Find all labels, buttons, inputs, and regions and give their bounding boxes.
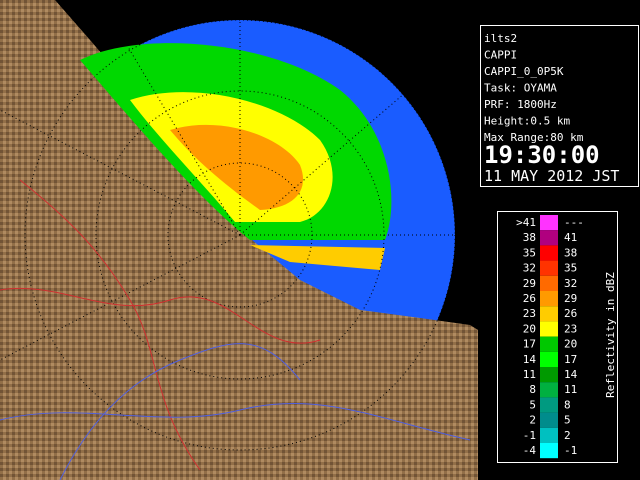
legend-low: 17 xyxy=(523,338,536,351)
time: 19:30:00 xyxy=(484,141,600,169)
land xyxy=(0,0,478,480)
legend-low: 23 xyxy=(523,307,536,320)
legend-swatch xyxy=(540,215,558,231)
legend-low: -4 xyxy=(523,444,537,457)
legend-swatch xyxy=(540,275,558,291)
info-line: Max Range:80 km xyxy=(484,131,584,144)
map xyxy=(0,0,478,480)
legend-high: 2 xyxy=(564,429,571,442)
info-line: PRF: 1800Hz xyxy=(484,98,557,111)
legend-swatch xyxy=(540,351,558,367)
legend-high: -1 xyxy=(564,444,577,457)
date: 11 MAY 2012 JST xyxy=(484,167,619,185)
info-line: Task: OYAMA xyxy=(484,82,557,95)
legend-title: Reflectivity in dBZ xyxy=(604,272,617,398)
legend-low: 38 xyxy=(523,231,536,244)
legend-low: 14 xyxy=(523,353,537,366)
info-line: CAPPI xyxy=(484,49,517,62)
legend-swatch xyxy=(540,291,558,307)
echo-orange xyxy=(170,124,304,210)
legend-low: 5 xyxy=(529,398,536,411)
legend-high: 20 xyxy=(564,338,577,351)
legend-swatch xyxy=(540,306,558,322)
legend-high: 5 xyxy=(564,414,571,427)
legend-swatch xyxy=(540,260,558,276)
legend-high: 11 xyxy=(564,383,577,396)
legend-swatch xyxy=(540,382,558,398)
legend-swatch xyxy=(540,412,558,428)
legend-high: 23 xyxy=(564,322,577,335)
range-rings xyxy=(0,0,478,450)
info-line: Height:0.5 km xyxy=(484,115,570,128)
legend-swatch xyxy=(540,336,558,352)
info-line: CAPPI_0_0P5K xyxy=(484,65,564,78)
legend-low: 32 xyxy=(523,262,536,275)
legend-high: 17 xyxy=(564,353,577,366)
legend-swatch xyxy=(540,321,558,337)
legend-swatch xyxy=(540,230,558,246)
legend-swatch xyxy=(540,443,558,459)
legend-low: 20 xyxy=(523,322,536,335)
legend-low: 11 xyxy=(523,368,536,381)
legend-high: 41 xyxy=(564,231,577,244)
echo-band xyxy=(250,245,385,270)
info-line: ilts2 xyxy=(484,32,517,45)
legend-low: >41 xyxy=(516,216,536,229)
legend-low: 26 xyxy=(523,292,536,305)
legend-high: 32 xyxy=(564,277,577,290)
legend-swatch xyxy=(540,397,558,413)
legend-high: 29 xyxy=(564,292,577,305)
legend-high: 35 xyxy=(564,262,577,275)
legend-swatch xyxy=(540,427,558,443)
legend-high: --- xyxy=(564,216,584,229)
legend-low: -1 xyxy=(523,429,536,442)
legend-low: 29 xyxy=(523,277,536,290)
legend-swatch xyxy=(540,367,558,383)
legend-high: 8 xyxy=(564,398,571,411)
legend-high: 14 xyxy=(564,368,578,381)
legend-high: 38 xyxy=(564,246,577,259)
legend-low: 8 xyxy=(529,383,536,396)
info-panel xyxy=(480,25,639,187)
rivers-borders xyxy=(0,179,471,480)
legend-high: 26 xyxy=(564,307,577,320)
legend-swatch xyxy=(540,245,558,261)
legend-low: 2 xyxy=(529,414,536,427)
legend-low: 35 xyxy=(523,246,536,259)
